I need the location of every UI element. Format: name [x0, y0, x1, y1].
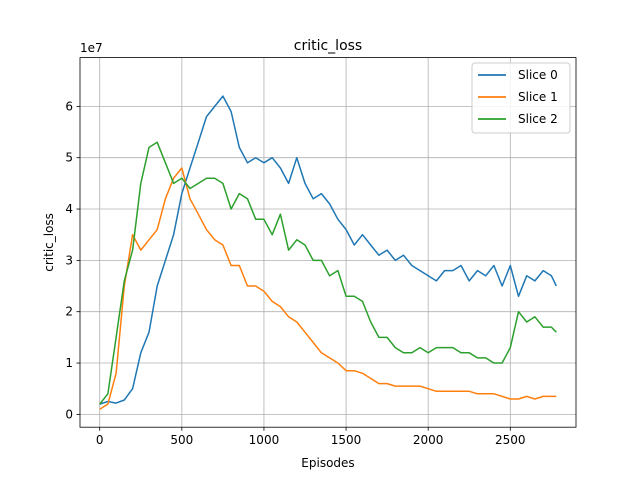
legend-frame: [471, 62, 571, 134]
y-tick-label: 3: [65, 253, 73, 267]
x-axis-ticks: 0 500 1000 1500 2000 2500: [96, 427, 526, 447]
plot-frame: [79, 57, 577, 428]
legend-label-slice-2: Slice 2: [518, 112, 558, 126]
y-tick-label: 2: [65, 305, 73, 319]
legend-label-slice-1: Slice 1: [518, 90, 558, 104]
y-axis-scale-label: 1e7: [80, 41, 103, 55]
x-tick-label: 2000: [413, 433, 444, 447]
series-line-slice-2: [99, 141, 557, 405]
grid: [80, 57, 576, 428]
y-axis-label: critic_loss: [42, 213, 56, 272]
x-tick-label: 2500: [495, 433, 526, 447]
legend-label-slice-0: Slice 0: [518, 68, 558, 82]
series-line-slice-1: [99, 167, 557, 410]
y-tick-label: 0: [65, 407, 73, 421]
y-tick-label: 6: [65, 99, 73, 113]
y-tick-label: 5: [65, 151, 73, 165]
chart-title: critic_loss: [294, 38, 362, 54]
x-tick-label: 1500: [331, 433, 362, 447]
x-axis-label: Episodes: [301, 456, 354, 470]
x-tick-label: 500: [170, 433, 193, 447]
x-tick-label: 1000: [249, 433, 280, 447]
series-line-slice-0: [99, 95, 557, 405]
y-tick-label: 4: [65, 202, 73, 216]
y-tick-label: 1: [65, 356, 73, 370]
x-tick-label: 0: [96, 433, 104, 447]
legend: Slice 0 Slice 1 Slice 2: [471, 62, 571, 134]
series-group: [99, 95, 557, 410]
y-axis-ticks: 0 1 2 3 4 5 6: [65, 99, 80, 421]
